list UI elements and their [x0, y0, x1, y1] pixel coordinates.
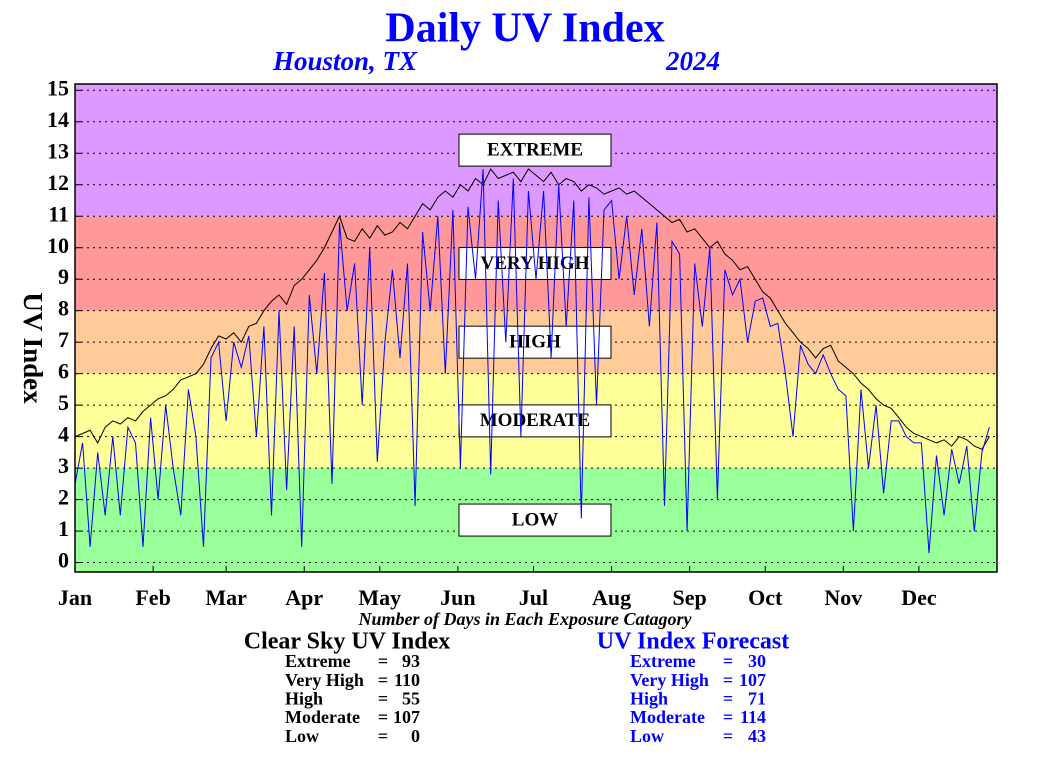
- band-label-box: [458, 404, 612, 438]
- count-separator: =: [723, 726, 733, 746]
- y-tick-label: 12: [47, 170, 69, 195]
- count-label: Low: [630, 726, 664, 746]
- y-tick-label: 6: [58, 359, 69, 384]
- note: Number of Days in Each Exposure Catagory: [357, 609, 692, 629]
- y-tick-label: 0: [58, 548, 69, 573]
- y-axis-label: UV Index: [18, 292, 48, 404]
- x-tick-label: Sep: [673, 585, 707, 610]
- x-tick-label: Oct: [748, 585, 783, 610]
- count-value: 55: [402, 689, 420, 709]
- count-separator: =: [723, 689, 733, 709]
- band-label: MODERATE: [480, 410, 590, 431]
- y-tick-label: 5: [58, 390, 69, 415]
- count-label: Moderate: [285, 707, 360, 727]
- count-value: 43: [748, 726, 766, 746]
- count-value: 107: [739, 670, 766, 690]
- count-label: High: [285, 689, 323, 709]
- y-tick-label: 2: [58, 485, 69, 510]
- count-value: 114: [740, 707, 766, 727]
- count-value: 110: [394, 670, 420, 690]
- line: [74, 168, 990, 450]
- count-label: Very High: [630, 670, 709, 690]
- count-separator: =: [723, 707, 733, 727]
- count-value: 93: [402, 651, 420, 671]
- y-tick-label: 3: [58, 453, 69, 478]
- count-value: 30: [748, 651, 766, 671]
- count-label: High: [630, 689, 668, 709]
- count-value: 107: [393, 707, 420, 727]
- band-label-box: [458, 503, 612, 537]
- x-tick-label: Jul: [519, 585, 548, 610]
- count-label: Very High: [285, 670, 364, 690]
- year: 2024: [665, 46, 720, 76]
- y-tick-label: 15: [47, 75, 69, 100]
- x-tick-label: Apr: [285, 585, 323, 610]
- summary-title: UV Index Forecast: [597, 629, 789, 655]
- x-tick-label: Mar: [205, 585, 247, 610]
- count-separator: =: [378, 651, 388, 671]
- count-label: Extreme: [630, 651, 696, 671]
- x-tick-label: Feb: [135, 585, 170, 610]
- chart-title: Daily UV Index: [385, 6, 664, 52]
- band-label-box: [458, 133, 612, 167]
- count-value: 71: [748, 689, 766, 709]
- y-tick-label: 10: [47, 233, 69, 258]
- x-tick-label: Jun: [440, 585, 475, 610]
- x-tick-label: Aug: [592, 585, 631, 610]
- count-separator: =: [378, 670, 388, 690]
- count-label: Extreme: [285, 651, 351, 671]
- count-label: Low: [285, 726, 319, 746]
- line: [74, 168, 990, 554]
- x-tick-label: May: [358, 585, 401, 610]
- count-value: 0: [411, 726, 420, 746]
- y-tick-label: 8: [58, 296, 69, 321]
- band-label: EXTREME: [487, 139, 583, 160]
- y-tick-label: 14: [47, 107, 69, 132]
- count-separator: =: [378, 707, 388, 727]
- count-separator: =: [723, 670, 733, 690]
- subtitle: Houston, TX: [272, 46, 418, 76]
- plot-frame: [74, 83, 998, 573]
- y-tick-label: 7: [58, 327, 69, 352]
- x-tick-label: Dec: [901, 585, 937, 610]
- y-tick-label: 1: [58, 516, 69, 541]
- x-tick-label: Jan: [58, 585, 92, 610]
- count-separator: =: [723, 651, 733, 671]
- count-separator: =: [378, 689, 388, 709]
- band-label: LOW: [512, 509, 558, 530]
- x-tick-label: Nov: [824, 585, 862, 610]
- y-tick-label: 4: [58, 422, 69, 447]
- y-tick-label: 9: [58, 264, 69, 289]
- count-label: Moderate: [630, 707, 705, 727]
- count-separator: =: [378, 726, 388, 746]
- summary-title: Clear Sky UV Index: [244, 629, 450, 655]
- band-label: HIGH: [509, 332, 561, 353]
- y-tick-label: 11: [48, 201, 69, 226]
- y-tick-label: 13: [47, 138, 69, 163]
